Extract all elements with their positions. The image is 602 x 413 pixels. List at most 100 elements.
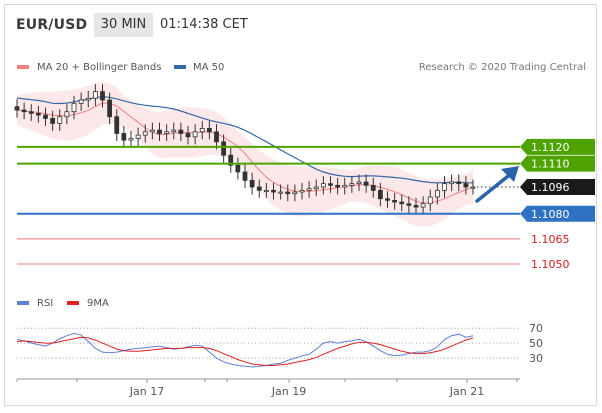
candle-body [14,106,20,111]
candle-body [178,129,184,134]
level-tag-shape [520,138,595,155]
candle-body [449,181,455,185]
candle-body [35,112,41,116]
candle-body [57,116,63,124]
candle-body [185,133,191,138]
timeframe-button[interactable]: 30 MIN [94,13,153,37]
level-label-1.1110: 1.1110 [531,158,570,171]
candle-body [135,134,141,139]
rsi-ma-legend-swatch [67,301,79,305]
candle-body [92,91,98,99]
candle-body [164,131,170,134]
candle-body [434,189,440,198]
candle-body [285,191,291,195]
candle-body [171,129,177,133]
candle-body [263,189,269,192]
candle-body [335,184,341,188]
x-tick-label: Jan 17 [129,385,164,398]
candle-body [121,133,127,141]
level-tag-1.1110: 1.1110 [520,155,595,172]
candle-body [256,186,262,191]
candle-body [278,191,284,194]
candle-body [385,198,390,201]
price-chart: MA 20 + Bollinger Bands MA 50 Research © 2… [14,62,595,398]
candle-body [370,184,376,191]
candle-body [271,189,276,193]
forecast-arrow-head [501,166,519,182]
candle-body [214,131,219,143]
level-tag-shape [520,205,595,222]
candle-body [406,203,412,206]
level-tag-1.1120: 1.1120 [520,138,595,155]
rsi-legend-label: RSI [37,298,53,309]
candle-body [71,102,77,113]
candle-body [114,116,120,134]
candle-body [64,111,70,118]
candle-body [349,183,355,186]
candle-body [392,199,398,203]
candle-body [221,141,227,156]
candle-body [292,191,298,195]
chart-widget: EUR/USD 30 MIN 01:14:38 CET MA 20 + Boll… [4,4,597,406]
candles [14,84,476,215]
candle-body [28,111,34,114]
candle-body [413,205,419,208]
candle-body [78,99,84,104]
candle-body [228,154,234,166]
candle-body [328,183,333,186]
candle-body [356,181,362,185]
candle-body [249,179,255,188]
candle-body [427,196,433,205]
level-label-1.1065: 1.1065 [531,233,570,246]
time-label: 01:14:38 CET [160,17,248,32]
level-tag-1.1080: 1.1080 [520,205,595,222]
rsi-tick-50: 50 [529,337,543,350]
rsi-tick-30: 30 [529,352,543,365]
candle-body [50,118,56,124]
forecast-arrow-shaft [475,171,514,203]
bollinger-legend-swatch [17,65,29,69]
rsi-line [16,332,474,368]
candle-body [43,114,48,119]
candle-body [157,129,162,134]
candle-body [142,131,148,136]
candle-body [363,181,369,186]
symbol-label: EUR/USD [16,17,88,33]
candle-body [206,128,212,133]
x-tick-label: Jan 21 [449,385,484,398]
last-price-tag [520,179,595,195]
rsi-legend-swatch [17,301,29,305]
candle-body [342,184,348,188]
rsi-ma-legend-label: 9MA [87,298,109,309]
candle-body [320,183,326,188]
candle-body [456,181,462,185]
candle-body [100,91,105,101]
candle-body [463,183,469,188]
level-label-1.1080: 1.1080 [531,208,570,221]
candle-body [313,186,319,190]
rsi-ma-line [16,336,474,366]
candle-body [242,171,248,181]
ma50-legend-swatch [174,65,186,69]
candle-body [85,97,91,101]
candle-body [192,131,198,138]
bollinger-band [17,81,473,228]
candle-body [442,183,447,191]
credit-label: Research © 2020 Trading Central [419,62,586,73]
level-tag-shape [520,155,595,172]
candle-body [399,201,405,205]
bollinger-legend-label: MA 20 + Bollinger Bands [37,62,161,73]
level-label-1.1050: 1.1050 [531,258,570,271]
candle-body [21,109,27,113]
candle-body [107,99,113,118]
ma20-line [16,102,474,204]
candle-body [299,189,305,193]
level-label-1.1120: 1.1120 [531,141,570,154]
last-price-marker: 1.1096 [520,179,595,195]
ma50-legend-label: MA 50 [193,62,224,73]
rsi-tick-70: 70 [529,322,543,335]
candle-body [235,164,241,173]
candle-body [199,128,205,133]
chart-header: EUR/USD 30 MIN 01:14:38 CET [5,5,596,43]
candle-body [377,189,383,200]
